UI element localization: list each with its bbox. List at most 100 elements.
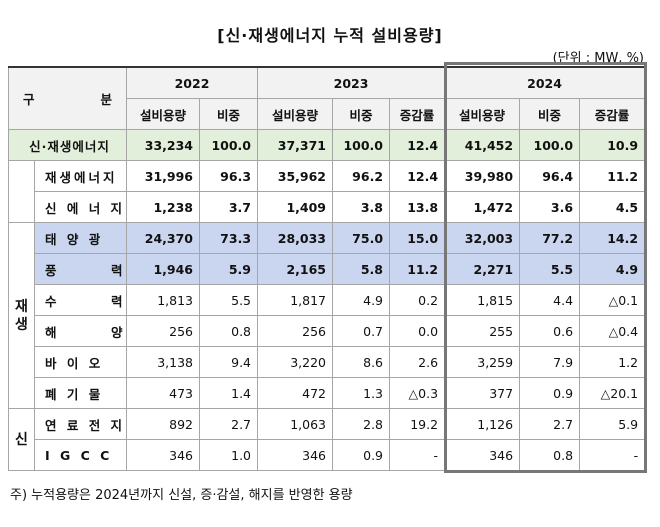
row-name: 신·재생에너지 [8, 129, 127, 161]
cell: 8.6 [332, 346, 391, 378]
cell: 24,370 [126, 222, 200, 254]
cell: 41,452 [444, 129, 521, 161]
cell: 33,234 [126, 129, 200, 161]
column-header: 설비용량 [444, 98, 521, 130]
cell: 473 [126, 377, 200, 409]
cell: 0.2 [389, 284, 446, 316]
row-name: 바 이 오 [34, 346, 127, 378]
cell: 5.5 [519, 253, 581, 285]
column-header: 비중 [198, 98, 259, 130]
cell: 11.2 [389, 253, 446, 285]
cell: △0.3 [389, 377, 446, 409]
data-row: 바 이 오 3,138 9.4 3,220 8.6 2.6 3,259 7.9 1.2 [9, 346, 646, 378]
year-header: 2024 [444, 66, 646, 99]
cell: 31,996 [126, 160, 200, 192]
column-header: 증감률 [389, 98, 446, 130]
cell: 0.8 [519, 439, 581, 471]
cell: 3,220 [257, 346, 334, 378]
cell: 1.2 [579, 346, 646, 378]
cell: 5.5 [198, 284, 259, 316]
cell: 73.3 [198, 222, 259, 254]
cell: 0.9 [332, 439, 391, 471]
cell: 1,238 [126, 191, 200, 223]
cell: 2.7 [198, 408, 259, 440]
cell: 346 [257, 439, 334, 471]
cell: 19.2 [389, 408, 446, 440]
cell: 2,165 [257, 253, 334, 285]
cell: 96.2 [332, 160, 391, 192]
cell: 100.0 [198, 129, 259, 161]
cell: 1.4 [198, 377, 259, 409]
cell: 1,409 [257, 191, 334, 223]
header-row: 구 분 2022 2023 2024 [8, 66, 646, 130]
cell: 256 [257, 315, 334, 347]
column-header: 비중 [332, 98, 391, 130]
cell: 255 [444, 315, 521, 347]
cell: 1,813 [126, 284, 200, 316]
cell: 256 [126, 315, 200, 347]
row-name: 연 료 전 지 [34, 408, 127, 440]
cell: 13.8 [389, 191, 446, 223]
row-name: 풍 력 [34, 253, 127, 285]
row-name: I G C C [34, 439, 127, 471]
subtotal-row: 신 에 너 지 1,238 3.7 1,409 3.8 13.8 1,472 3.6 4.5 [9, 191, 646, 223]
year-header: 2022 [125, 66, 259, 99]
footnote: 주) 누적용량은 2024년까지 신설, 증·감설, 해지를 반영한 용량 [10, 488, 353, 503]
column-header: 설비용량 [126, 98, 200, 130]
cell: 96.4 [519, 160, 581, 192]
group-label: 신 [8, 408, 35, 471]
cell: 10.9 [579, 129, 646, 161]
row-name: 태 양 광 [34, 222, 127, 254]
cell: △20.1 [579, 377, 646, 409]
data-row: 재생 태 양 광 24,370 73.3 28,033 75.0 15.0 32,003 77.… [8, 222, 646, 409]
title: [신·재생에너지 누적 설비용량] [217, 26, 443, 45]
cell: 892 [126, 408, 200, 440]
cell: 3,138 [126, 346, 200, 378]
cell: 9.4 [198, 346, 259, 378]
row-name: 신 에 너 지 [34, 191, 127, 223]
cell: 3.6 [519, 191, 581, 223]
group-blank [8, 160, 35, 223]
column-header: 증감률 [579, 98, 646, 130]
cell: 1,817 [257, 284, 334, 316]
year-header: 2023 [257, 66, 446, 99]
cell: 1.3 [332, 377, 391, 409]
cell: 0.7 [332, 315, 391, 347]
cell: 0.6 [519, 315, 581, 347]
cell: 0.8 [198, 315, 259, 347]
cell: 4.9 [332, 284, 391, 316]
cell: 0.0 [389, 315, 446, 347]
cell: 1.0 [198, 439, 259, 471]
column-header: 비중 [519, 98, 581, 130]
cell: 32,003 [444, 222, 521, 254]
cell: 1,063 [257, 408, 334, 440]
corner-text: 분 [100, 92, 112, 107]
cell: 35,962 [257, 160, 334, 192]
cell: 12.4 [389, 129, 446, 161]
data-row: 수 력 1,813 5.5 1,817 4.9 0.2 1,815 4.4 △0.1 [9, 284, 646, 316]
row-name: 재생에너지 [34, 160, 127, 192]
cell: 3.7 [198, 191, 259, 223]
cell: - [389, 439, 446, 471]
column-header: 설비용량 [257, 98, 334, 130]
cell: 1,815 [444, 284, 521, 316]
corner-text: 구 [23, 92, 35, 107]
cell: 346 [126, 439, 200, 471]
cell: 472 [257, 377, 334, 409]
cell: 37,371 [257, 129, 334, 161]
cell: 5.8 [332, 253, 391, 285]
cell: 4.5 [579, 191, 646, 223]
row-name: 해 양 [34, 315, 127, 347]
cell: 1,946 [126, 253, 200, 285]
cell: 4.4 [519, 284, 581, 316]
cell: 12.4 [389, 160, 446, 192]
cell: 377 [444, 377, 521, 409]
data-row: 폐 기 물 473 1.4 472 1.3 △0.3 377 0.9 △20.1 [9, 377, 646, 409]
highlight-2024 [443, 62, 648, 473]
cell: 14.2 [579, 222, 646, 254]
data-row: I G C C 346 1.0 346 0.9-346 0.8- [9, 439, 646, 471]
cell: 4.9 [579, 253, 646, 285]
cell: 3.8 [332, 191, 391, 223]
